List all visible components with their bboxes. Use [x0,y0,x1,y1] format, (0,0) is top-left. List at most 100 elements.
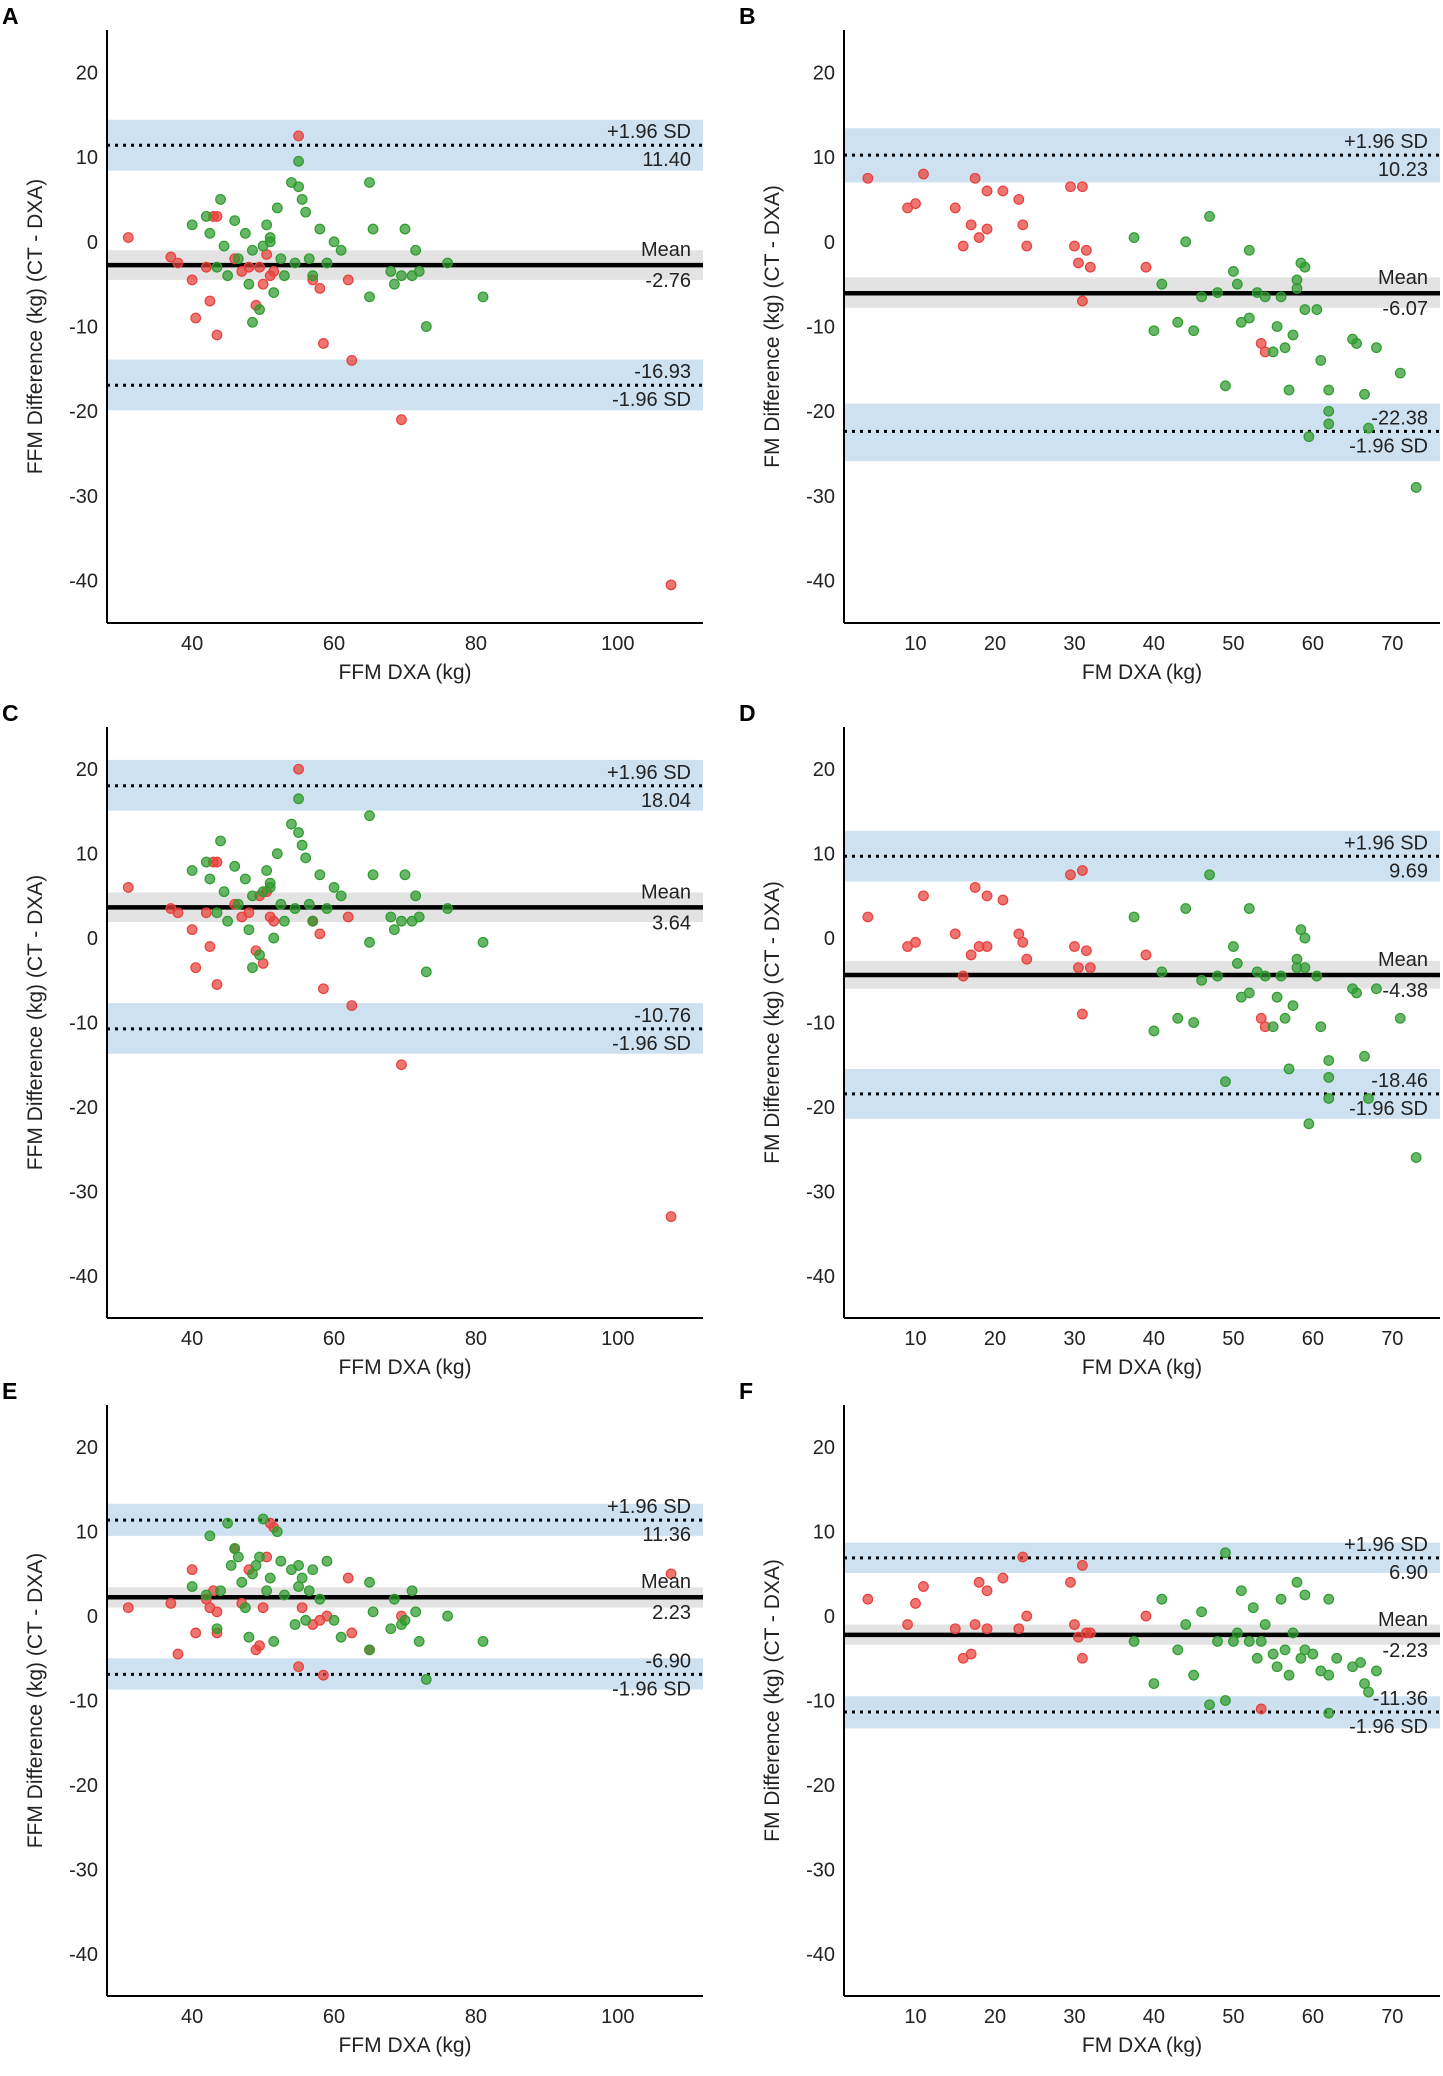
green-data-point [399,869,411,881]
red-data-point [314,282,326,294]
x-tick-label: 100 [601,633,634,655]
green-data-point [243,1631,255,1643]
y-tick-label: -10 [806,1013,835,1035]
x-tick-label: 10 [904,633,926,655]
red-data-point [1076,1652,1088,1664]
green-data-point [239,873,251,885]
red-data-point [396,1059,407,1071]
green-data-point [406,1585,418,1597]
green-data-point [1323,405,1335,417]
y-tick-label: 20 [76,759,98,781]
green-data-point [477,1635,489,1647]
x-tick-label: 60 [1302,2006,1324,2028]
x-tick-label: 60 [323,633,345,655]
red-data-point [1140,261,1152,273]
green-data-point [222,915,234,927]
green-data-point [1231,278,1243,290]
green-data-point [1259,291,1271,303]
green-data-point [1231,958,1243,969]
red-data-point [1073,257,1084,269]
green-data-point [293,181,304,193]
red-data-point [293,130,304,142]
upper-loa-name: +1.96 SD [1344,131,1428,153]
green-data-point [321,903,333,914]
red-data-point [122,882,134,893]
green-data-point [1323,418,1335,430]
red-data-point [346,1000,358,1012]
green-data-point [1275,291,1287,303]
upper-loa-name: +1.96 SD [607,1496,691,1518]
green-data-point [232,898,244,910]
red-data-point [211,210,223,222]
green-data-point [278,270,290,282]
mean-value: 3.64 [652,912,691,934]
green-data-point [1359,388,1370,400]
red-data-point [165,251,177,263]
green-data-point [1128,232,1140,243]
green-data-point [1311,304,1323,315]
green-data-point [1303,431,1315,443]
green-data-point [1323,1093,1335,1104]
upper-loa-name: +1.96 SD [1344,1534,1428,1556]
red-data-point [981,185,993,197]
green-data-point [1148,1678,1160,1690]
green-data-point [268,287,280,299]
mean-name: Mean [641,239,691,261]
green-data-point [293,793,304,805]
green-data-point [211,907,223,919]
green-data-point [1307,1648,1319,1660]
green-data-point [1235,1585,1247,1597]
green-data-point [1323,1593,1335,1605]
green-data-point [243,278,255,290]
green-data-point [303,253,315,265]
green-data-point [278,1589,290,1601]
red-data-point [957,240,969,252]
green-data-point [1299,261,1311,273]
y-tick-label: -40 [806,1944,835,1966]
green-data-point [1188,325,1200,337]
green-data-point [307,915,319,927]
y-tick-label: -30 [806,486,835,508]
red-data-point [1017,936,1029,948]
green-data-point [1311,970,1323,982]
green-data-point [1323,1055,1335,1066]
x-tick-label: 80 [465,1328,487,1350]
green-data-point [264,1572,276,1584]
lower-loa-value: -11.36 [1373,1688,1428,1710]
x-tick-label: 20 [984,1328,1006,1350]
green-data-point [289,257,301,269]
y-tick-label: -10 [69,1691,98,1713]
red-data-point [1080,945,1092,957]
red-data-point [997,1572,1009,1584]
red-data-point [211,979,223,990]
green-data-point [1243,244,1255,256]
green-data-point [1188,1669,1200,1681]
green-data-point [1267,1648,1279,1660]
green-data-point [204,873,216,885]
green-data-point [303,1585,315,1597]
green-data-point [222,270,234,282]
y-tick-label: -30 [69,486,98,508]
green-data-point [1410,482,1422,493]
x-tick-label: 70 [1381,2006,1403,2028]
green-data-point [254,949,265,961]
green-data-point [1331,1652,1343,1664]
green-data-point [1315,1021,1327,1033]
lower-loa-value: -10.76 [634,1005,691,1027]
x-tick-label: 20 [984,2006,1006,2028]
green-data-point [289,1619,301,1630]
red-data-point [918,890,929,902]
green-data-point [257,1513,269,1525]
green-data-point [303,898,315,910]
green-data-point [268,1635,280,1647]
y-tick-label: -10 [806,317,835,339]
red-data-point [910,936,921,948]
green-data-point [1287,1627,1299,1639]
y-tick-label: 0 [824,928,835,950]
y-tick-label: -10 [69,317,98,339]
green-data-point [225,1560,237,1571]
red-data-point [314,928,326,940]
lower-loa-value: -22.38 [1371,407,1428,429]
green-data-point [186,865,198,876]
x-tick-label: 20 [984,633,1006,655]
